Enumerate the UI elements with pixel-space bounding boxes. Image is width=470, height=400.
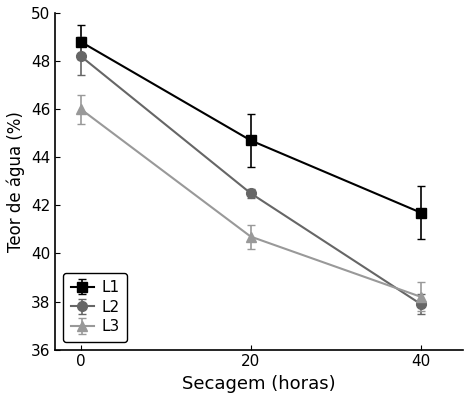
X-axis label: Secagem (horas): Secagem (horas): [182, 375, 336, 393]
Legend: L1, L2, L3: L1, L2, L3: [63, 272, 127, 342]
Y-axis label: Teor de água (%): Teor de água (%): [7, 111, 25, 252]
